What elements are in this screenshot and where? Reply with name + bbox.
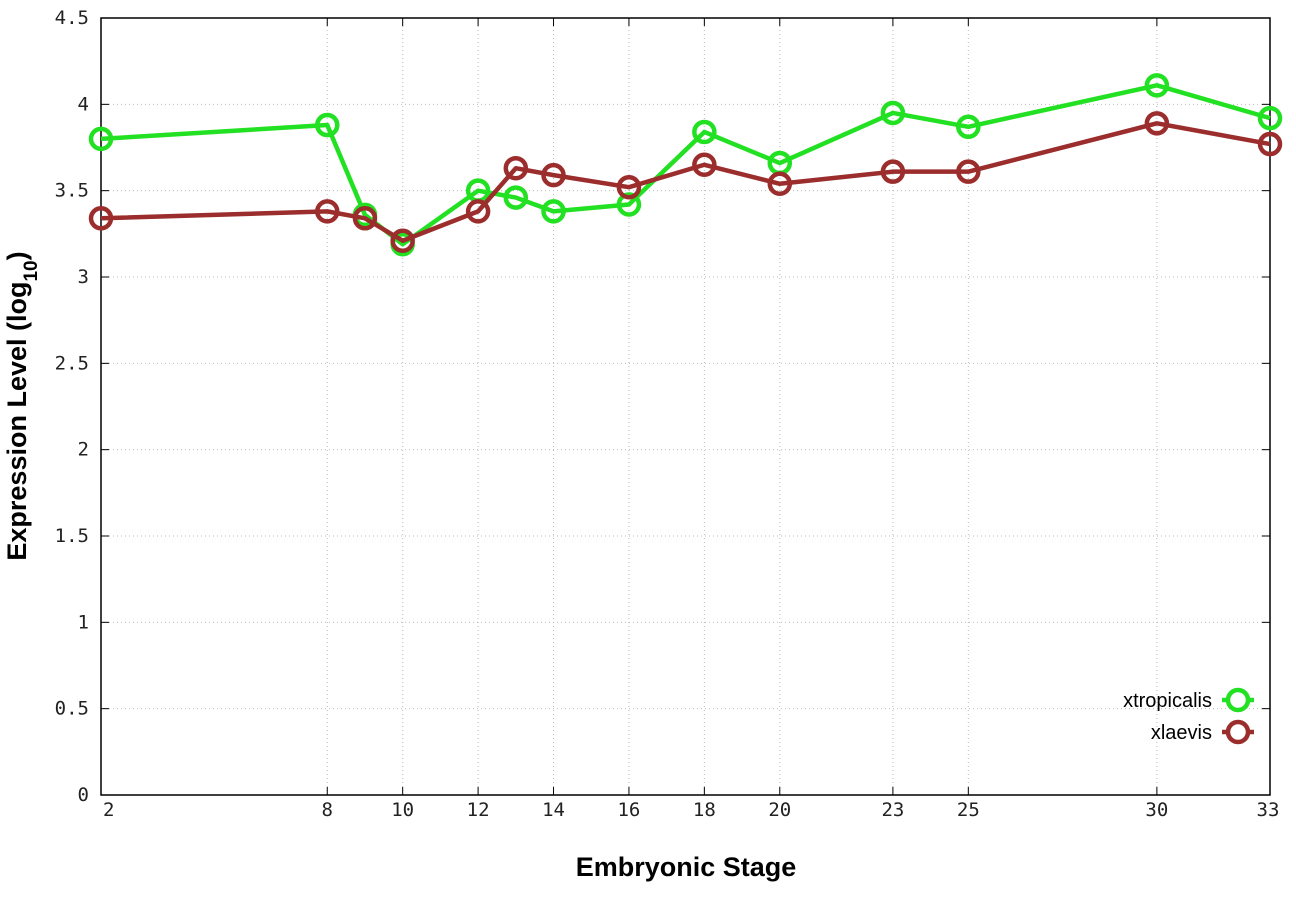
y-tick-label: 0: [78, 784, 89, 806]
series-line: [100, 121, 1271, 243]
data-point: [465, 199, 491, 224]
data-point: [390, 228, 415, 253]
data-point: [315, 112, 340, 138]
x-tick-label: 10: [391, 799, 414, 821]
y-tick-label: 2.5: [55, 352, 89, 374]
legend-swatch-marker: [1225, 687, 1251, 713]
y-tick-label: 4: [78, 93, 89, 115]
data-point: [767, 171, 793, 197]
data-point: [541, 199, 566, 224]
y-tick-label: 0.5: [55, 698, 89, 720]
data-point: [541, 162, 566, 188]
x-tick-label: 18: [693, 799, 716, 821]
y-axis-title-subscript: 10: [21, 260, 42, 281]
data-point: [1144, 73, 1170, 98]
y-tick-label: 3.5: [55, 180, 89, 202]
legend-label: xtropicalis: [1123, 690, 1212, 712]
legend-swatch-marker: [1225, 719, 1251, 745]
legend: xtropicalis xlaevis: [1123, 687, 1254, 745]
y-axis-title-main: Expression Level (log: [2, 282, 32, 561]
x-tick-label: 23: [881, 799, 904, 821]
x-tick-label: 20: [768, 799, 791, 821]
y-axis-title: Expression Level (log10): [2, 251, 42, 560]
series-xtropicalis: [88, 73, 1283, 257]
data-point: [692, 152, 717, 178]
data-point: [88, 126, 114, 152]
data-point: [956, 114, 981, 140]
data-point: [88, 206, 114, 231]
x-tick-label: 16: [617, 799, 640, 821]
x-tick-label: 12: [467, 799, 490, 821]
y-tick-label: 4.5: [55, 7, 89, 29]
y-tick-label: 1.5: [55, 525, 89, 547]
y-tick-label: 1: [78, 611, 89, 633]
data-point: [956, 159, 981, 184]
y-tick-label: 3: [78, 266, 89, 288]
data-point: [616, 174, 642, 200]
data-point: [352, 206, 378, 231]
data-point: [880, 100, 906, 126]
grid: [101, 18, 1270, 795]
x-tick-label: 14: [542, 799, 565, 821]
series-xlaevis: [88, 111, 1283, 253]
x-tick-label: 2: [103, 799, 114, 821]
x-tick-label: 25: [957, 799, 980, 821]
data-point: [315, 199, 340, 224]
data-point: [503, 155, 529, 181]
series-line: [100, 83, 1271, 247]
series-layer: [88, 73, 1283, 257]
x-tick-label: 33: [1257, 799, 1280, 821]
axis-ticks: 0 0.5 1 1.5 2 2.5 3 3.5 4 4.5 2 8 10 12 14 16 18 20 23 25 30…: [55, 7, 1280, 821]
data-point: [503, 185, 529, 210]
plot-frame: [100, 17, 1271, 796]
data-point: [1257, 131, 1283, 157]
y-tick-label: 2: [78, 439, 89, 461]
data-point: [1144, 111, 1170, 136]
data-point: [692, 119, 717, 145]
x-tick-label: 8: [322, 799, 333, 821]
x-axis-title: Embryonic Stage: [576, 852, 797, 882]
data-point: [1257, 105, 1283, 131]
data-point: [880, 159, 906, 184]
x-tick-label: 30: [1145, 799, 1168, 821]
y-axis-title-close: ): [2, 251, 32, 260]
legend-label: xlaevis: [1151, 722, 1212, 744]
data-point: [616, 192, 642, 217]
